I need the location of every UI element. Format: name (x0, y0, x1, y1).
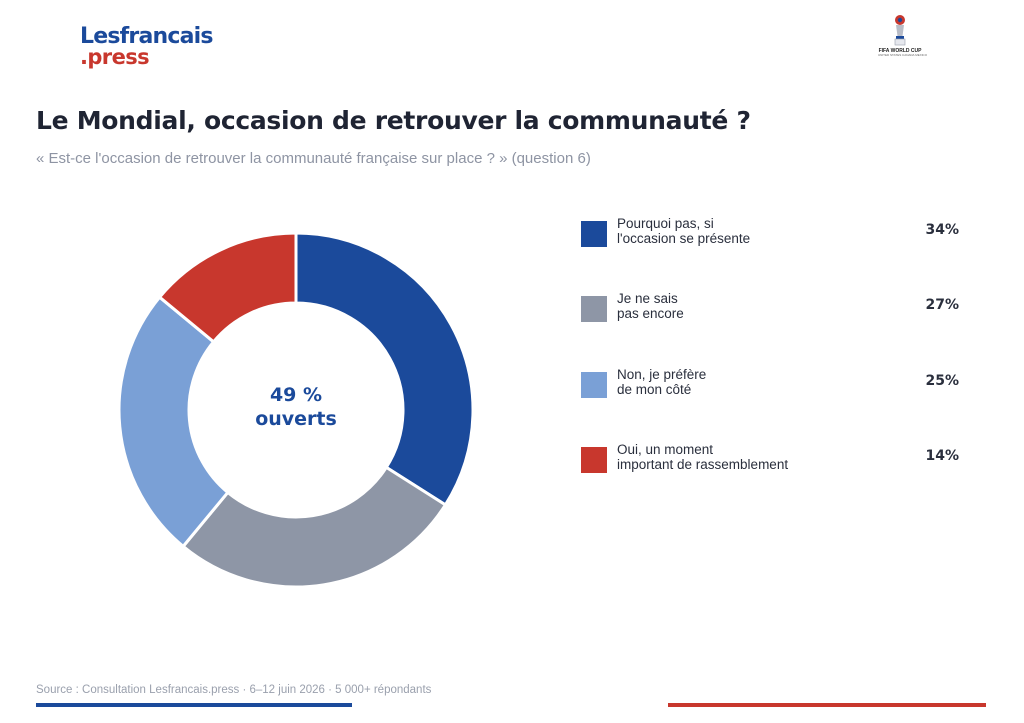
donut-slice-oui-rassemblement (158, 231, 298, 344)
badge-title: FIFA WORLD CUP (878, 48, 922, 54)
donut-center-label: 49 % ouverts (206, 383, 386, 431)
legend-label-line: Pourquoi pas, si (617, 216, 714, 231)
donut-slice-pourquoi-pas (294, 231, 475, 507)
legend-value: 14% (925, 448, 959, 464)
legend-value: 34% (925, 222, 959, 238)
legend-item-oui-rassemblement: Oui, un moment important de rassemblement… (581, 442, 961, 484)
legend-label: Pourquoi pas, si l'occasion se présente (617, 216, 837, 246)
source-note: Source : Consultation Lesfrancais.press … (36, 684, 432, 696)
center-caption: ouverts (255, 408, 337, 430)
legend-label-line: Oui, un moment (617, 442, 714, 457)
legend-value: 25% (925, 373, 959, 389)
legend-item-ne-sais-pas: Je ne sais pas encore 27% (581, 291, 961, 333)
legend-swatch (581, 372, 607, 398)
legend-label: Non, je préfère de mon côté (617, 367, 837, 397)
legend-swatch (581, 221, 607, 247)
page-subtitle: « Est-ce l'occasion de retrouver la comm… (36, 150, 591, 167)
badge-subtitle: UNITED STATES CANADA MEXICO (878, 53, 928, 57)
legend-label-line: de mon côté (617, 382, 692, 397)
legend-swatch (581, 447, 607, 473)
brand-logo: Lesfrancais .press (80, 26, 213, 68)
page-title: Le Mondial, occasion de retrouver la com… (36, 106, 751, 135)
legend-label-line: Je ne sais (617, 291, 678, 306)
trophy-icon (894, 15, 906, 46)
legend-label-line: important de rassemblement (617, 457, 789, 472)
footer-bar-white (352, 703, 668, 707)
legend-label-line: pas encore (617, 306, 684, 321)
donut-slice-ne-sais-pas (181, 465, 447, 589)
legend-label: Je ne sais pas encore (617, 291, 837, 321)
logo-line-2: .press (80, 45, 150, 69)
world-cup-badge: FIFA WORLD CUP UNITED STATES CANADA MEXI… (878, 14, 928, 57)
legend-swatch (581, 296, 607, 322)
logo-line-1: Lesfrancais (80, 24, 213, 49)
footer-bar-red (668, 703, 986, 707)
legend-item-non-prefere: Non, je préfère de mon côté 25% (581, 367, 961, 409)
legend-value: 27% (925, 297, 959, 313)
legend-label: Oui, un moment important de rassemblement (617, 442, 837, 472)
footer-bar-blue (36, 703, 352, 707)
legend-label-line: Non, je préfère (617, 367, 707, 382)
donut-slice-non-prefere (117, 295, 230, 548)
legend-label-line: l'occasion se présente (617, 231, 751, 246)
center-value: 49 % (269, 384, 323, 406)
legend-item-pourquoi-pas: Pourquoi pas, si l'occasion se présente 34… (581, 216, 961, 258)
